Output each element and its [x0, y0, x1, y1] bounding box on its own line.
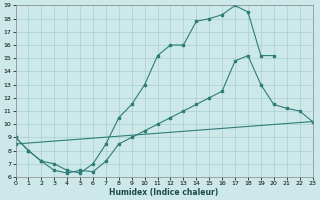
X-axis label: Humidex (Indice chaleur): Humidex (Indice chaleur): [109, 188, 219, 197]
